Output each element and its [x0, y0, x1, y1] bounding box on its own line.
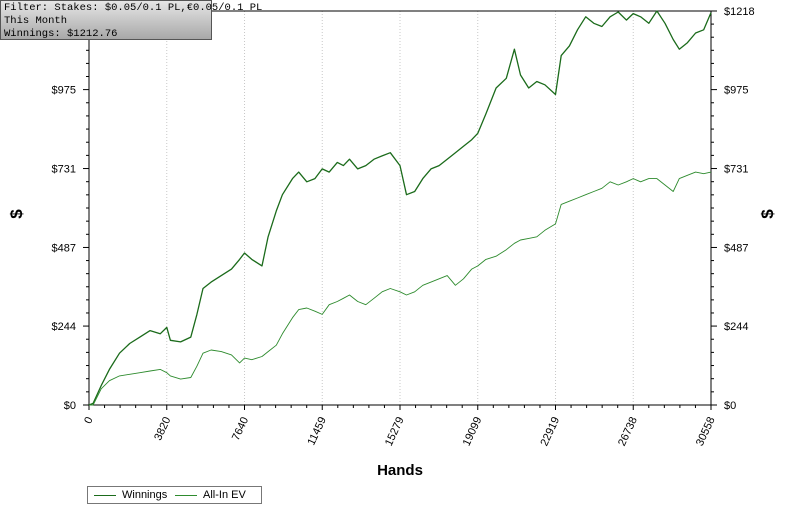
y-tick-label-left: $244: [52, 321, 76, 333]
axes: [83, 10, 717, 410]
y-tick-label-left: $731: [52, 164, 76, 176]
legend-swatch-allin: [175, 494, 197, 496]
x-tick-label: 11459: [306, 415, 329, 447]
y-tick-label-right: $975: [724, 85, 748, 97]
period-text: This Month: [4, 15, 68, 27]
winnings-text: Winnings: $1212.76: [4, 28, 118, 40]
data-lines: [88, 10, 712, 406]
y-tick-label-right: $487: [724, 242, 748, 254]
x-tick-label: 26738: [616, 415, 640, 448]
y-tick-label-left: $975: [52, 85, 76, 97]
x-tick-label: 7640: [230, 415, 251, 442]
y-tick-label-right: $0: [724, 400, 736, 412]
filter-info-box: Filter: Stakes: $0.05/0.1 PL,€0.05/0.1 P…: [0, 0, 263, 40]
x-tick-label: 30558: [694, 415, 718, 448]
y-tick-label-right: $731: [724, 164, 748, 176]
x-tick-label: 0: [82, 415, 95, 426]
axis-labels: $0 $0 $244 $244 $487 $487 $731 $731 $975 $975 $121…: [7, 6, 777, 479]
legend-item-winnings: Winnings: [94, 489, 167, 501]
y-tick-label-left: $0: [64, 400, 76, 412]
legend: Winnings All-In EV: [87, 486, 262, 504]
y-tick-label-right: $1218: [724, 6, 755, 18]
legend-item-allin: All-In EV: [175, 489, 246, 501]
legend-swatch-winnings: [94, 494, 116, 496]
y-tick-label-left: $487: [52, 242, 76, 254]
x-tick-label: 15279: [383, 415, 407, 448]
series-line-winnings: [88, 10, 712, 406]
x-tick-label: 3820: [152, 415, 173, 442]
y-axis-title-left: $: [7, 209, 26, 219]
y-axis-title-right: $: [758, 209, 777, 219]
x-tick-label: 22919: [538, 415, 562, 448]
plot-frame: [88, 10, 712, 406]
x-tick-label: 19099: [461, 415, 485, 448]
x-axis-title: Hands: [377, 462, 423, 479]
filter-text: Filter: Stakes: $0.05/0.1 PL,€0.05/0.1 P…: [4, 2, 263, 14]
series-line-allin-ev: [89, 171, 712, 406]
grid: [166, 11, 634, 405]
y-tick-label-right: $244: [724, 321, 748, 333]
legend-label-allin: All-In EV: [203, 489, 246, 501]
legend-label-winnings: Winnings: [122, 489, 168, 501]
